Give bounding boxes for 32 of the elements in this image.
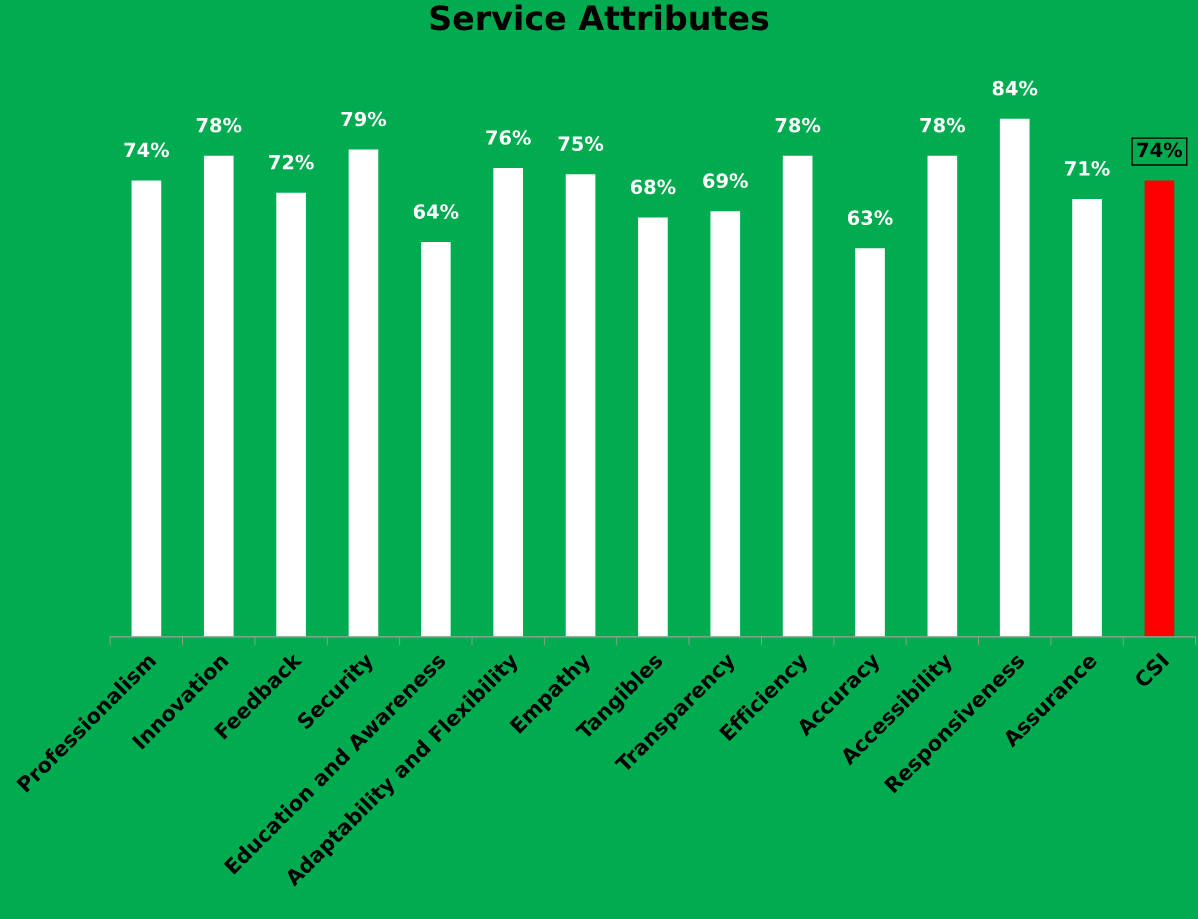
data-label: 78% [196,117,242,133]
data-label: 78% [775,117,821,133]
bar [348,149,379,637]
chart-title: Service Attributes [430,4,769,31]
data-label: 68% [630,179,676,195]
data-label: 64% [413,204,459,219]
bar [131,180,162,637]
bar [927,155,958,637]
data-label: 84% [992,80,1038,96]
data-label: 74% [124,142,170,158]
data-label: 76% [486,130,531,145]
bar [421,242,451,637]
bar [782,155,813,637]
bar [999,118,1030,637]
bar [710,211,741,637]
bar [638,217,668,637]
data-label: 69% [703,173,748,189]
bar [203,155,234,637]
data-label: 78% [920,117,965,133]
bar [493,168,524,637]
data-label: 75% [558,136,604,152]
data-label: 74% [1137,142,1183,158]
x-tick-label: CSI [1133,652,1170,689]
data-label: 71% [1065,161,1110,176]
bar [855,248,885,637]
bar [276,192,306,637]
data-label: 63% [847,210,893,226]
bar [1144,180,1175,637]
bar [565,174,596,637]
data-label: 79% [341,111,387,127]
data-label: 72% [269,154,314,170]
bar [1072,198,1102,637]
